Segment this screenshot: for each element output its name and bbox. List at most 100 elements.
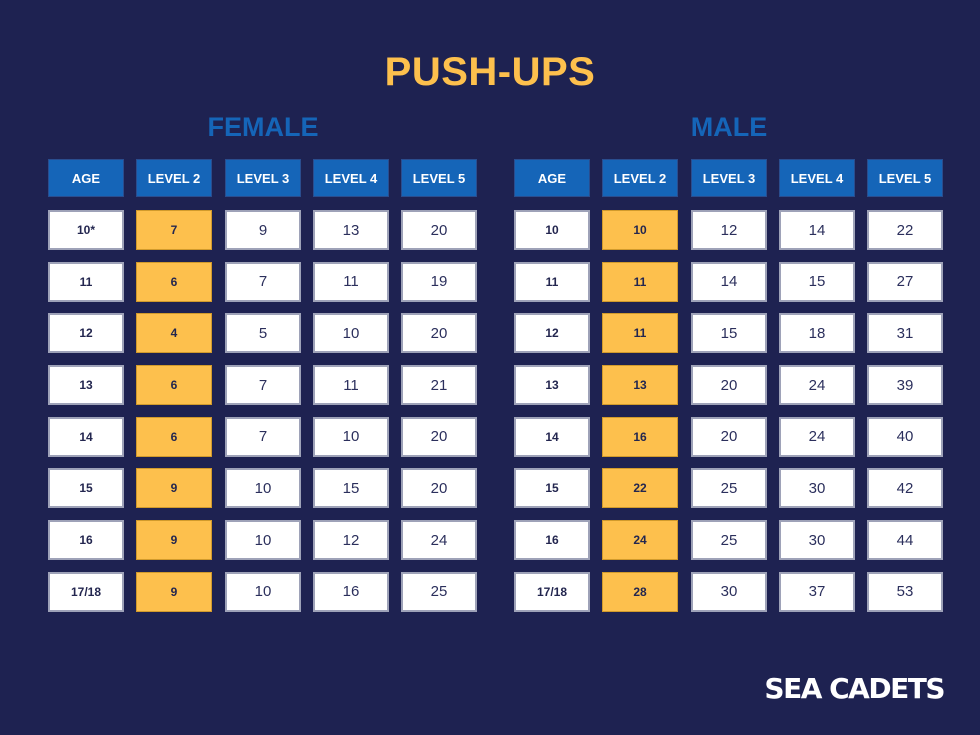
level-4-cell: 14 xyxy=(779,210,855,250)
table-header-row: AGE LEVEL 2 LEVEL 3 LEVEL 4 LEVEL 5 xyxy=(514,159,944,197)
level-3-cell: 7 xyxy=(225,365,301,406)
column-header-age: AGE xyxy=(48,159,124,197)
table-row: 10 10 12 14 22 xyxy=(514,210,944,250)
level-5-cell: 19 xyxy=(401,261,477,302)
level-5-cell: 42 xyxy=(867,468,943,509)
level-4-cell: 15 xyxy=(313,468,389,509)
table-row: 17/18 28 30 37 53 xyxy=(514,571,944,612)
level-3-cell: 25 xyxy=(691,520,767,561)
column-header-level-5: LEVEL 5 xyxy=(401,159,477,197)
column-header-level-3: LEVEL 3 xyxy=(225,159,301,197)
table-header-row: AGE LEVEL 2 LEVEL 3 LEVEL 4 LEVEL 5 xyxy=(48,159,478,197)
level-5-cell: 27 xyxy=(867,261,943,302)
level-4-cell: 24 xyxy=(779,416,855,457)
table-row: 12 11 15 18 31 xyxy=(514,313,944,354)
level-2-cell-highlighted: 6 xyxy=(136,416,212,457)
level-2-cell-highlighted: 22 xyxy=(602,468,678,509)
table-row: 13 6 7 11 21 xyxy=(48,365,478,406)
level-2-cell-highlighted: 11 xyxy=(602,313,678,354)
level-3-cell: 30 xyxy=(691,571,767,612)
level-5-cell: 21 xyxy=(401,365,477,406)
level-2-cell-highlighted: 11 xyxy=(602,261,678,302)
column-header-level-4: LEVEL 4 xyxy=(779,159,855,197)
age-cell: 15 xyxy=(514,468,590,509)
level-5-cell: 31 xyxy=(867,313,943,354)
level-4-cell: 24 xyxy=(779,365,855,406)
level-3-cell: 10 xyxy=(225,520,301,561)
age-cell: 16 xyxy=(514,520,590,561)
level-5-cell: 24 xyxy=(401,520,477,561)
level-4-cell: 37 xyxy=(779,571,855,612)
age-cell: 13 xyxy=(514,365,590,406)
level-4-cell: 30 xyxy=(779,468,855,509)
level-3-cell: 10 xyxy=(225,571,301,612)
column-header-level-5: LEVEL 5 xyxy=(867,159,943,197)
table-row: 16 24 25 30 44 xyxy=(514,520,944,561)
level-3-cell: 14 xyxy=(691,261,767,302)
table-row: 11 11 14 15 27 xyxy=(514,261,944,302)
female-heading: FEMALE xyxy=(207,112,319,142)
table-row: 12 4 5 10 20 xyxy=(48,313,478,354)
level-3-cell: 5 xyxy=(225,313,301,354)
age-cell: 10 xyxy=(514,210,590,250)
level-4-cell: 10 xyxy=(313,416,389,457)
level-2-cell-highlighted: 7 xyxy=(136,210,212,250)
table-row: 14 16 20 24 40 xyxy=(514,416,944,457)
female-table: AGE LEVEL 2 LEVEL 3 LEVEL 4 LEVEL 5 10* 7 9 13 20… xyxy=(48,159,478,624)
level-2-cell-highlighted: 4 xyxy=(136,313,212,354)
level-4-cell: 10 xyxy=(313,313,389,354)
level-2-cell-highlighted: 6 xyxy=(136,365,212,406)
level-5-cell: 22 xyxy=(867,210,943,250)
table-row: 15 22 25 30 42 xyxy=(514,468,944,509)
column-header-level-2: LEVEL 2 xyxy=(136,159,212,197)
age-cell: 13 xyxy=(48,365,124,406)
table-row: 16 9 10 12 24 xyxy=(48,520,478,561)
table-row: 10* 7 9 13 20 xyxy=(48,210,478,250)
table-row: 15 9 10 15 20 xyxy=(48,468,478,509)
level-5-cell: 53 xyxy=(867,571,943,612)
level-5-cell: 40 xyxy=(867,416,943,457)
level-3-cell: 7 xyxy=(225,416,301,457)
level-5-cell: 20 xyxy=(401,468,477,509)
level-2-cell-highlighted: 6 xyxy=(136,261,212,302)
table-row: 17/18 9 10 16 25 xyxy=(48,571,478,612)
age-cell: 11 xyxy=(514,261,590,302)
table-row: 13 13 20 24 39 xyxy=(514,365,944,406)
column-header-age: AGE xyxy=(514,159,590,197)
age-cell: 14 xyxy=(48,416,124,457)
page-title: PUSH-UPS xyxy=(384,50,596,94)
sea-cadets-logo: SEA CADETS xyxy=(764,672,945,705)
level-2-cell-highlighted: 24 xyxy=(602,520,678,561)
level-3-cell: 9 xyxy=(225,210,301,250)
level-5-cell: 20 xyxy=(401,416,477,457)
level-2-cell-highlighted: 9 xyxy=(136,520,212,561)
table-row: 11 6 7 11 19 xyxy=(48,261,478,302)
age-cell: 11 xyxy=(48,261,124,302)
age-cell: 16 xyxy=(48,520,124,561)
level-4-cell: 12 xyxy=(313,520,389,561)
column-header-level-2: LEVEL 2 xyxy=(602,159,678,197)
level-3-cell: 10 xyxy=(225,468,301,509)
level-2-cell-highlighted: 16 xyxy=(602,416,678,457)
age-cell: 12 xyxy=(514,313,590,354)
column-header-level-3: LEVEL 3 xyxy=(691,159,767,197)
level-5-cell: 39 xyxy=(867,365,943,406)
table-row: 14 6 7 10 20 xyxy=(48,416,478,457)
level-2-cell-highlighted: 9 xyxy=(136,571,212,612)
level-4-cell: 16 xyxy=(313,571,389,612)
level-5-cell: 20 xyxy=(401,210,477,250)
column-header-level-4: LEVEL 4 xyxy=(313,159,389,197)
level-3-cell: 15 xyxy=(691,313,767,354)
level-2-cell-highlighted: 9 xyxy=(136,468,212,509)
level-3-cell: 25 xyxy=(691,468,767,509)
level-4-cell: 30 xyxy=(779,520,855,561)
level-3-cell: 20 xyxy=(691,365,767,406)
age-cell: 14 xyxy=(514,416,590,457)
level-3-cell: 20 xyxy=(691,416,767,457)
level-5-cell: 44 xyxy=(867,520,943,561)
level-3-cell: 12 xyxy=(691,210,767,250)
level-2-cell-highlighted: 10 xyxy=(602,210,678,250)
male-heading: MALE xyxy=(690,112,768,142)
age-cell: 17/18 xyxy=(514,571,590,612)
level-2-cell-highlighted: 13 xyxy=(602,365,678,406)
